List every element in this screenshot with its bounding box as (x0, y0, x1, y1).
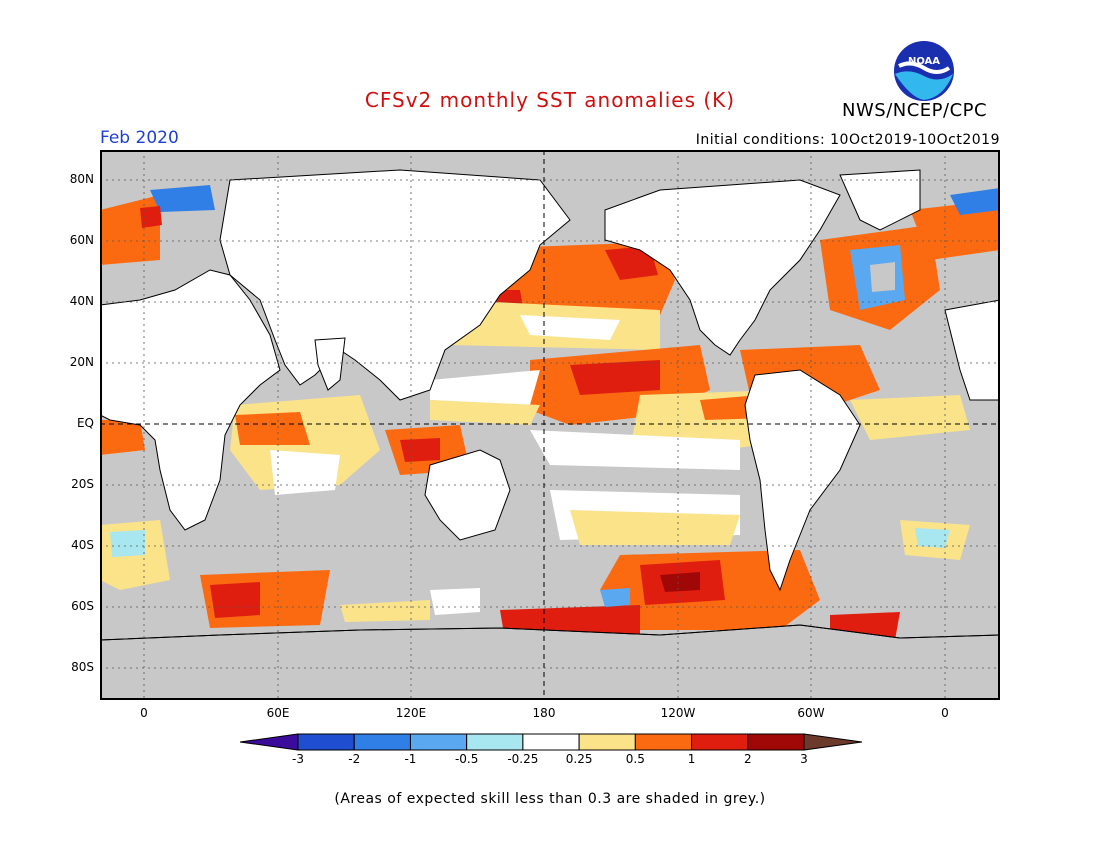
colorbar-label: 0.25 (565, 752, 593, 766)
colorbar-label: -0.5 (454, 752, 479, 766)
chart-title: CFSv2 monthly SST anomalies (K) (364, 88, 736, 112)
lat-label: 80N (69, 172, 94, 186)
lon-label: 180 (532, 706, 556, 720)
lat-label: 40S (71, 538, 94, 552)
lat-label: 60S (71, 599, 94, 613)
lon-label: 120W (660, 706, 696, 720)
colorbar-segment (578, 733, 636, 751)
initial-conditions: Initial conditions: 10Oct2019-10Oct2019 (695, 132, 1000, 148)
forecast-month: Feb 2020 (100, 128, 179, 148)
colorbar-segment (691, 733, 749, 751)
lat-label: EQ (76, 416, 94, 430)
colorbar-label: 3 (800, 752, 808, 766)
colorbar-segment (240, 733, 299, 751)
colorbar (240, 733, 862, 751)
colorbar-label: -0.25 (507, 752, 539, 766)
lat-label: 60N (69, 233, 94, 247)
lon-label: 120E (395, 706, 427, 720)
lat-label: 20S (71, 477, 94, 491)
colorbar-label: -2 (348, 752, 361, 766)
colorbar-segment (634, 733, 693, 751)
lon-label: 0 (941, 706, 949, 720)
colorbar-segment (466, 733, 524, 751)
continents (100, 169, 1000, 700)
lat-label: 20N (69, 355, 94, 369)
lon-label: 60W (797, 706, 825, 720)
colorbar-segment (803, 733, 862, 751)
colorbar-label: -3 (292, 752, 304, 766)
colorbar-segment (297, 733, 355, 751)
map-frame (100, 150, 1000, 700)
lon-label: 0 (140, 706, 148, 720)
lat-label: 40N (69, 294, 94, 308)
colorbar-label: 1 (687, 752, 696, 766)
noaa-logo: NOAA (893, 40, 955, 102)
colorbar-label: 0.5 (625, 752, 645, 766)
colorbar-segment (409, 733, 468, 751)
skill-note: (Areas of expected skill less than 0.3 a… (334, 791, 766, 807)
colorbar-label: 2 (743, 752, 752, 766)
colorbar-label: -1 (404, 752, 417, 766)
colorbar-segment (522, 733, 580, 751)
lat-label: 80S (71, 660, 94, 674)
noaa-logo-text: NOAA (908, 56, 940, 67)
agency-label: NWS/NCEP/CPC (842, 100, 988, 121)
equator-dateline (100, 150, 1000, 700)
colorbar-segment (747, 733, 805, 751)
lat-lon-grid (100, 150, 1000, 700)
sst-anomaly-map (100, 150, 1000, 700)
colorbar-segment (353, 733, 411, 751)
lon-label: 60E (266, 706, 290, 720)
